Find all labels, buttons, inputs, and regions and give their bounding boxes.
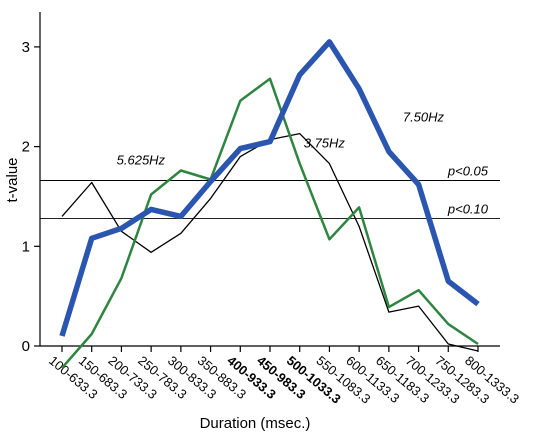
series-annotation: 3.75Hz — [304, 136, 346, 151]
series-line-1 — [61, 77, 479, 369]
series-annotation: 5.625Hz — [117, 153, 166, 168]
series-line-0 — [59, 39, 480, 337]
threshold-label: p<0.05 — [447, 164, 489, 179]
axis-labels: Duration (msec.) t-value — [4, 157, 310, 432]
axes: 0123100-633.3150-683.3200-733.3250-783.3… — [22, 12, 522, 407]
y-tick-label: 3 — [22, 39, 30, 56]
threshold-label: p<0.10 — [447, 201, 489, 216]
y-axis-title: t-value — [4, 157, 21, 202]
y-tick-label: 0 — [22, 338, 30, 355]
series-annotation: 7.50Hz — [403, 110, 445, 125]
x-axis-title: Duration (msec.) — [200, 415, 311, 432]
y-tick-label: 1 — [22, 238, 30, 255]
threshold-lines: p<0.05 p<0.10 — [40, 164, 500, 219]
annotations: 5.625Hz 3.75Hz 7.50Hz — [117, 110, 445, 168]
series-lines — [59, 39, 480, 369]
y-tick-label: 2 — [22, 139, 30, 156]
